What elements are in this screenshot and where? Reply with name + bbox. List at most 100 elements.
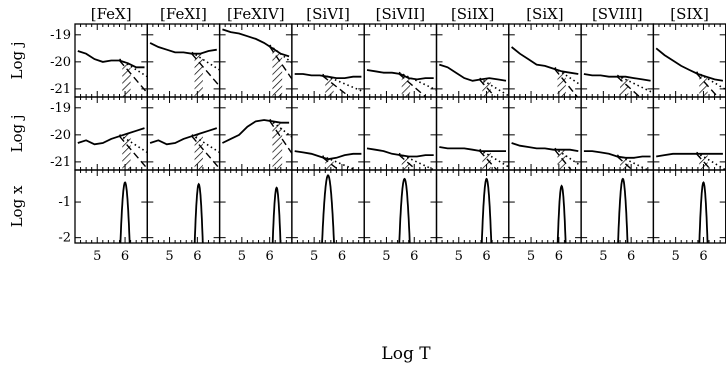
x-tick-label: 5: [672, 249, 680, 264]
panel: [439, 63, 510, 97]
dotted-line: [322, 155, 358, 170]
x-tick-label: 5: [165, 249, 173, 264]
panel-frame: [435, 169, 510, 244]
x-tick-label: 6: [482, 249, 490, 264]
dotted-line: [191, 134, 221, 154]
emissivity-curve: [149, 127, 218, 146]
panel-frame: [363, 96, 438, 171]
y-axis-title: Log x: [8, 185, 26, 227]
hatched-region: [620, 156, 629, 170]
dotted-line: [554, 147, 582, 167]
panel-frame: [580, 96, 655, 171]
x-tick-label: 5: [310, 249, 318, 264]
panel: [77, 50, 148, 97]
x-tick-label: 5: [599, 249, 607, 264]
panel-frame: [74, 96, 148, 171]
panel: [193, 182, 204, 243]
panel: [617, 177, 629, 243]
x-tick-label: 6: [266, 249, 274, 264]
y-tick-label: -2: [58, 231, 71, 246]
x-tick-label: 6: [410, 249, 418, 264]
x-tick-label: 6: [338, 249, 346, 264]
panel-frame: [652, 96, 726, 171]
x-tick-label: 5: [238, 249, 246, 264]
panel-frame: [363, 23, 438, 98]
ion-fraction-curve: [193, 182, 204, 243]
panel-frame: [508, 23, 582, 98]
hatched-region: [122, 61, 131, 97]
emissivity-curve: [511, 46, 579, 75]
ion-fraction-curve: [398, 177, 411, 243]
panel-frame: [435, 96, 510, 171]
ion-label: [SiVI]: [306, 5, 350, 23]
panel: [583, 73, 654, 97]
panel: [149, 127, 221, 170]
hatched-region: [272, 48, 283, 97]
hatched-region: [699, 74, 708, 97]
panel-frame: [580, 23, 655, 98]
emissivity-curve: [511, 142, 579, 152]
panel-frame: [146, 96, 221, 171]
emissivity-curve: [149, 42, 217, 55]
x-tick-label: 6: [699, 249, 707, 264]
ion-label: [SiX]: [526, 5, 563, 23]
panel: [656, 151, 726, 170]
ion-fraction-curve: [271, 186, 282, 243]
hatched-region: [699, 153, 708, 170]
y-tick-label: -20: [50, 128, 71, 143]
panel-frame: [652, 23, 726, 98]
hatched-region: [325, 76, 334, 97]
panel-frame: [146, 23, 221, 98]
dashed-line: [118, 135, 148, 170]
dashed-line: [269, 46, 293, 80]
panel-frame: [218, 169, 293, 244]
y-tick-label: -1: [58, 195, 71, 210]
ion-label: [SVIII]: [592, 5, 643, 23]
panel: [222, 28, 293, 97]
emissivity-curve: [366, 147, 434, 158]
panel-frame: [508, 169, 582, 244]
dashed-line: [554, 149, 573, 170]
ion-label: [SIX]: [670, 5, 709, 23]
dotted-line: [479, 77, 510, 97]
panel: [398, 177, 411, 243]
panel: [511, 46, 582, 97]
hatched-region: [401, 74, 411, 97]
ion-label: [FeXIV]: [227, 5, 285, 23]
ion-fraction-curve: [698, 181, 709, 243]
dashed-line: [554, 68, 579, 97]
emissivity-curve: [294, 150, 362, 161]
ion-fraction-curve: [617, 177, 629, 243]
dotted-line: [269, 118, 293, 138]
panel: [149, 42, 221, 97]
dashed-line: [322, 75, 351, 97]
panel-frame: [74, 169, 148, 244]
panel: [698, 181, 709, 243]
hatched-region: [557, 69, 566, 97]
panel-frame: [580, 169, 655, 244]
panel: [366, 147, 436, 170]
emissivity-curve: [294, 73, 362, 79]
y-tick-label: -21: [50, 155, 71, 170]
ion-label: [FeX]: [91, 5, 132, 23]
panel: [480, 177, 493, 243]
panel: [119, 181, 131, 243]
dashed-line: [398, 73, 427, 97]
ion-label: [FeXI]: [160, 5, 207, 23]
panel: [556, 184, 567, 243]
dashed-line: [269, 120, 293, 154]
emissivity-curve: [222, 28, 290, 58]
ion-fraction-curve: [321, 174, 335, 243]
dotted-line: [696, 151, 726, 170]
panel-frame: [652, 169, 726, 244]
panel: [294, 150, 362, 170]
panel: [366, 69, 437, 97]
panel: [77, 127, 148, 170]
panel: [583, 150, 651, 170]
emissivity-curve: [583, 73, 651, 82]
hatched-region: [122, 132, 131, 170]
x-tick-label: 6: [121, 249, 129, 264]
panel: [511, 142, 582, 170]
emissivity-curve: [439, 63, 507, 82]
